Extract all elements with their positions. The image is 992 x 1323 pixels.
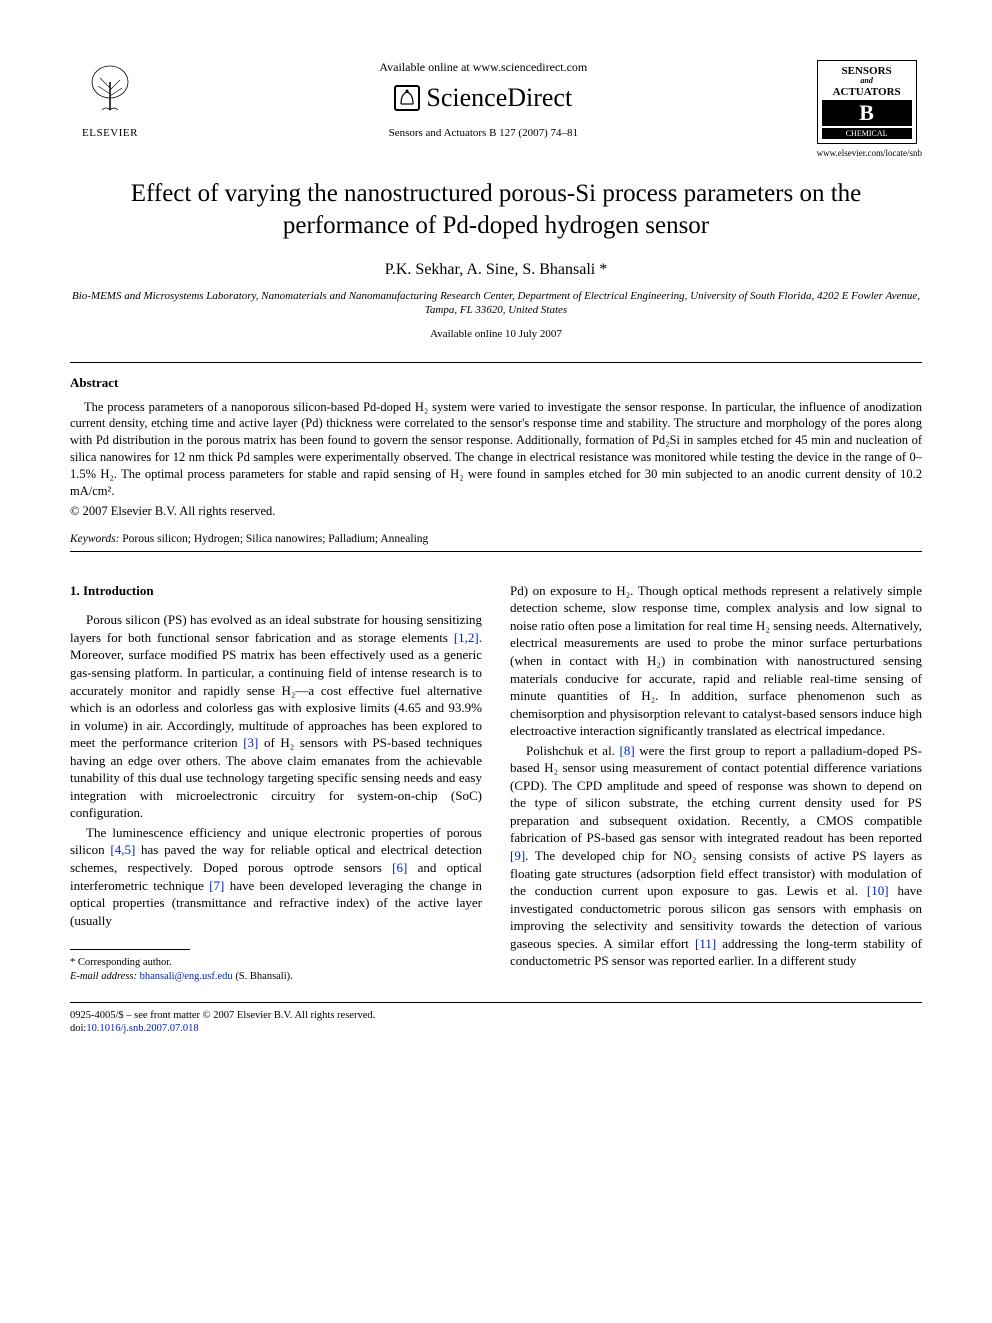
footnote-divider — [70, 949, 190, 950]
journal-logo-badge: B — [822, 100, 912, 126]
citation-link[interactable]: [1,2] — [454, 630, 479, 645]
body-text: Pd) on exposure to H₂. Though optical me… — [510, 583, 922, 738]
email-suffix: (S. Bhansali). — [235, 971, 292, 982]
available-online-text: Available online at www.sciencedirect.co… — [150, 60, 817, 75]
paragraph: Polishchuk et al. [8] were the first gro… — [510, 742, 922, 970]
email-link[interactable]: bhansali@eng.usf.edu — [140, 971, 233, 982]
paragraph: Pd) on exposure to H₂. Though optical me… — [510, 582, 922, 740]
keywords-label: Keywords: — [70, 533, 119, 545]
abstract-text: The process parameters of a nanoporous s… — [70, 399, 922, 500]
journal-url: www.elsevier.com/locate/snb — [817, 148, 922, 158]
journal-reference: Sensors and Actuators B 127 (2007) 74–81 — [150, 127, 817, 139]
email-label: E-mail address: — [70, 971, 137, 982]
section-heading: 1. Introduction — [70, 582, 482, 600]
citation-link[interactable]: [9] — [510, 848, 525, 863]
publication-date: Available online 10 July 2007 — [70, 328, 922, 340]
journal-logo-line3: ACTUATORS — [822, 86, 912, 98]
keywords: Keywords: Porous silicon; Hydrogen; Sili… — [70, 533, 922, 545]
publisher-name: ELSEVIER — [70, 127, 150, 139]
body-columns: 1. Introduction Porous silicon (PS) has … — [70, 582, 922, 984]
paragraph: The luminescence efficiency and unique e… — [70, 824, 482, 929]
body-text: were the first group to report a palladi… — [510, 743, 922, 846]
body-text: Porous silicon (PS) has evolved as an id… — [70, 612, 482, 645]
center-header: Available online at www.sciencedirect.co… — [150, 60, 817, 139]
body-text: . Moreover, surface modified PS matrix h… — [70, 630, 482, 750]
affiliation: Bio-MEMS and Microsystems Laboratory, Na… — [70, 289, 922, 318]
footer-doi: doi:10.1016/j.snb.2007.07.018 — [70, 1022, 922, 1036]
email-footnote: E-mail address: bhansali@eng.usf.edu (S.… — [70, 970, 482, 984]
copyright-text: © 2007 Elsevier B.V. All rights reserved… — [70, 504, 922, 519]
journal-brand-block: SENSORS and ACTUATORS B CHEMICAL www.els… — [817, 60, 922, 158]
citation-link[interactable]: [4,5] — [110, 842, 135, 857]
authors: P.K. Sekhar, A. Sine, S. Bhansali * — [70, 261, 922, 279]
elsevier-tree-icon — [70, 60, 150, 127]
doi-link[interactable]: 10.1016/j.snb.2007.07.018 — [86, 1023, 198, 1034]
right-column: Pd) on exposure to H₂. Though optical me… — [510, 582, 922, 984]
corresponding-author-note: * Corresponding author. — [70, 956, 482, 970]
doi-label: doi: — [70, 1023, 86, 1034]
journal-logo-line2: and — [822, 77, 912, 86]
divider — [70, 362, 922, 363]
citation-link[interactable]: [8] — [620, 743, 635, 758]
citation-link[interactable]: [3] — [243, 735, 258, 750]
journal-logo: SENSORS and ACTUATORS B CHEMICAL — [817, 60, 917, 144]
article-title: Effect of varying the nanostructured por… — [70, 178, 922, 243]
left-column: 1. Introduction Porous silicon (PS) has … — [70, 582, 482, 984]
citation-link[interactable]: [10] — [867, 883, 889, 898]
divider — [70, 551, 922, 552]
citation-link[interactable]: [11] — [695, 936, 716, 951]
sciencedirect-logo: ScienceDirect — [150, 83, 817, 113]
sciencedirect-text: ScienceDirect — [426, 83, 572, 113]
paragraph: Porous silicon (PS) has evolved as an id… — [70, 611, 482, 822]
page-header: ELSEVIER Available online at www.science… — [70, 60, 922, 158]
citation-link[interactable]: [7] — [209, 878, 224, 893]
body-text: . The developed chip for NO₂ sensing con… — [510, 848, 922, 898]
sciencedirect-icon — [394, 85, 420, 111]
keywords-text: Porous silicon; Hydrogen; Silica nanowir… — [122, 533, 428, 545]
citation-link[interactable]: [6] — [392, 860, 407, 875]
footer-divider — [70, 1002, 922, 1003]
publisher-logo: ELSEVIER — [70, 60, 150, 139]
footer-line1: 0925-4005/$ – see front matter © 2007 El… — [70, 1009, 922, 1023]
body-text: Polishchuk et al. — [526, 743, 620, 758]
abstract-heading: Abstract — [70, 375, 922, 391]
journal-logo-subtype: CHEMICAL — [822, 128, 912, 139]
